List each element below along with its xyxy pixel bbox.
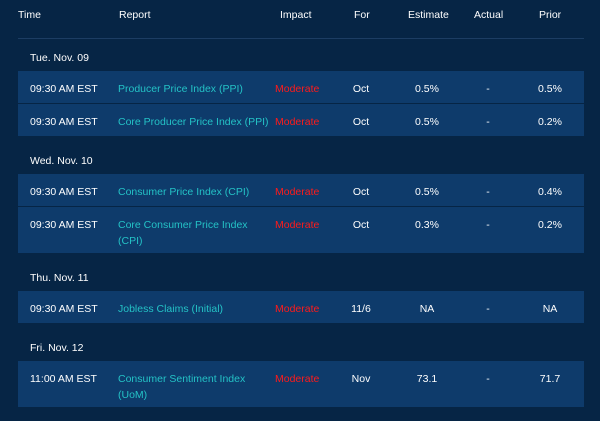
table-row[interactable]: 11:00 AM EST Consumer Sentiment Index (U… bbox=[18, 361, 584, 407]
row-estimate: NA bbox=[419, 303, 435, 315]
row-prior: 0.4% bbox=[538, 186, 562, 198]
row-period: Oct bbox=[352, 83, 370, 95]
row-estimate: 73.1 bbox=[416, 373, 438, 385]
row-time: 09:30 AM EST bbox=[30, 116, 98, 128]
row-time: 09:30 AM EST bbox=[30, 219, 98, 231]
day-heading: Tue. Nov. 09 bbox=[30, 52, 89, 64]
row-actual: - bbox=[486, 83, 490, 95]
row-divider bbox=[18, 206, 584, 207]
row-prior: 0.2% bbox=[538, 116, 562, 128]
row-period: 11/6 bbox=[351, 303, 371, 315]
report-link[interactable]: Consumer Price Index (CPI) bbox=[118, 186, 250, 198]
report-link[interactable]: Jobless Claims (Initial) bbox=[118, 303, 224, 315]
row-actual: - bbox=[486, 219, 490, 231]
row-prior: NA bbox=[542, 303, 558, 315]
column-header-report: Report bbox=[119, 9, 151, 21]
report-link[interactable]: Core Producer Price Index (PPI) bbox=[118, 116, 269, 128]
row-actual: - bbox=[486, 186, 490, 198]
row-prior: 71.7 bbox=[539, 373, 561, 385]
table-header: Time Report Impact For Estimate Actual P… bbox=[0, 0, 600, 30]
row-period: Oct bbox=[352, 186, 370, 198]
column-header-time: Time bbox=[18, 9, 41, 21]
impact-badge: Moderate bbox=[275, 219, 320, 231]
table-row[interactable]: 09:30 AM EST Core Producer Price Index (… bbox=[18, 104, 584, 136]
row-time: 09:30 AM EST bbox=[30, 303, 98, 315]
row-period: Oct bbox=[352, 219, 370, 231]
column-header-prior: Prior bbox=[539, 9, 562, 21]
row-actual: - bbox=[486, 373, 490, 385]
day-heading: Fri. Nov. 12 bbox=[30, 342, 84, 354]
impact-badge: Moderate bbox=[275, 303, 320, 315]
row-time: 09:30 AM EST bbox=[30, 186, 98, 198]
row-time: 09:30 AM EST bbox=[30, 83, 98, 95]
column-header-impact: Impact bbox=[280, 9, 312, 21]
row-estimate: 0.5% bbox=[415, 83, 439, 95]
row-actual: - bbox=[486, 116, 490, 128]
row-estimate: 0.3% bbox=[415, 219, 439, 231]
row-estimate: 0.5% bbox=[415, 186, 439, 198]
report-link[interactable]: Producer Price Index (PPI) bbox=[118, 83, 243, 95]
row-actual: - bbox=[486, 303, 490, 315]
day-heading: Thu. Nov. 11 bbox=[30, 272, 89, 284]
day-heading: Wed. Nov. 10 bbox=[30, 155, 93, 167]
row-time: 11:00 AM EST bbox=[30, 373, 97, 385]
table-row[interactable]: 09:30 AM EST Producer Price Index (PPI) … bbox=[18, 71, 584, 103]
row-divider bbox=[18, 103, 584, 104]
report-link[interactable]: Core Consumer Price Index (CPI) bbox=[118, 219, 248, 247]
column-header-for: For bbox=[354, 9, 370, 21]
row-estimate: 0.5% bbox=[415, 116, 439, 128]
column-header-actual: Actual bbox=[474, 9, 504, 21]
row-prior: 0.5% bbox=[538, 83, 562, 95]
header-divider bbox=[18, 38, 584, 39]
table-row[interactable]: 09:30 AM EST Jobless Claims (Initial) Mo… bbox=[18, 291, 584, 323]
report-link[interactable]: Consumer Sentiment Index (UoM) bbox=[118, 373, 246, 401]
table-row[interactable]: 09:30 AM EST Core Consumer Price Index (… bbox=[18, 207, 584, 253]
column-header-estimate: Estimate bbox=[408, 9, 449, 21]
impact-badge: Moderate bbox=[275, 83, 320, 95]
impact-badge: Moderate bbox=[275, 186, 320, 198]
row-period: Nov bbox=[351, 373, 371, 385]
row-period: Oct bbox=[352, 116, 370, 128]
table-row[interactable]: 09:30 AM EST Consumer Price Index (CPI) … bbox=[18, 174, 584, 206]
impact-badge: Moderate bbox=[275, 116, 320, 128]
impact-badge: Moderate bbox=[275, 373, 320, 385]
row-prior: 0.2% bbox=[538, 219, 562, 231]
